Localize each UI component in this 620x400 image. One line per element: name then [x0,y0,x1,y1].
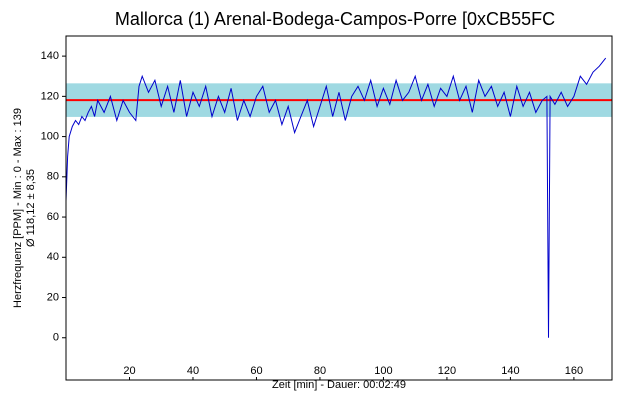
x-tick-label: 20 [123,365,135,377]
y-tick-label: 60 [47,211,59,223]
chart-title: Mallorca (1) Arenal-Bodega-Campos-Porre … [115,9,555,29]
x-tick-label: 160 [565,365,583,377]
data-line [65,57,607,338]
x-tick-label: 60 [250,365,262,377]
y-axis-stats: Ø 118,12 ± 8,35 [25,169,37,247]
plot-frame [65,35,613,381]
x-axis-label: Zeit [min] - Dauer: 00:02:49 [272,379,406,391]
y-tick-label: 40 [47,251,59,263]
x-tick-label: 140 [501,365,519,377]
x-tick-label: 100 [374,365,392,377]
y-tick-label: 140 [41,50,59,62]
y-tick-label: 0 [53,332,59,344]
y-tick-label: 120 [41,90,59,102]
y-tick-label: 80 [47,171,59,183]
x-tick-label: 120 [438,365,456,377]
x-tick-label: 80 [314,365,326,377]
y-tick-label: 20 [47,291,59,303]
y-tick-label: 100 [41,130,59,142]
x-tick-label: 40 [187,365,199,377]
y-axis-label: Herzfrequenz [PPM] - Min : 0 - Max : 139 [12,108,24,308]
